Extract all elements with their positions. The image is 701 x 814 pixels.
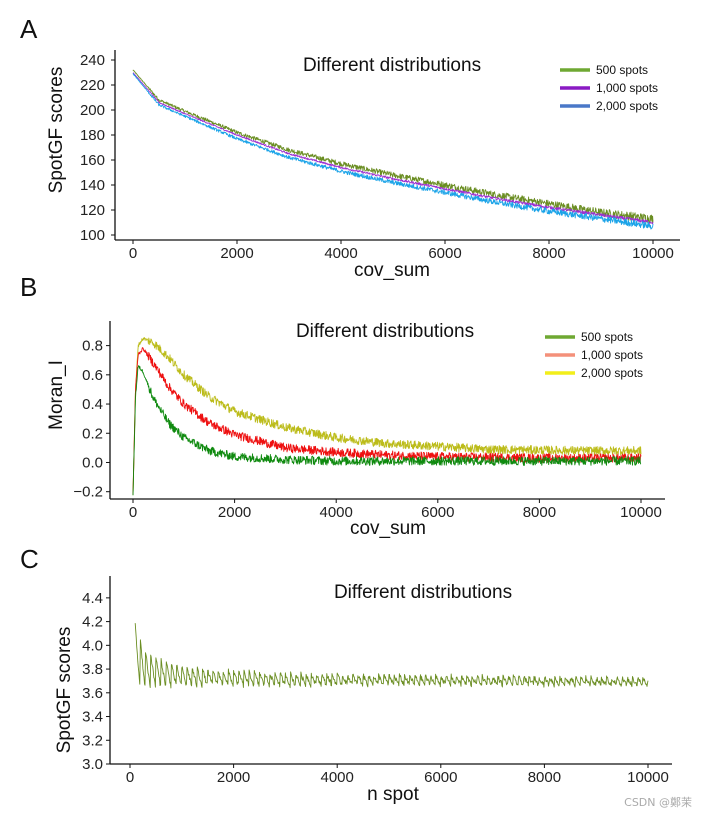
panel-a-y-tick-label: 180 <box>80 127 105 144</box>
panel-a-x-tick-label: 6000 <box>428 245 461 262</box>
panel-a-legend-label: 2,000 spots <box>596 99 658 113</box>
panel-a-legend-label: 1,000 spots <box>596 81 658 95</box>
panel-c-x-tick-label: 10000 <box>627 769 669 786</box>
panel-c-x-axis-label: n spot <box>367 784 419 805</box>
panel-b-series-1-000-spots-line <box>132 347 642 495</box>
panel-a-legend: 500 spots 1,000 spots 2,000 spots <box>560 63 658 113</box>
watermark-text: CSDN @鄭茉 <box>624 795 692 809</box>
panel-c-axes <box>109 576 672 765</box>
panel-a-x-tick-label: 0 <box>129 245 137 262</box>
panel-c-x-tick-label: 8000 <box>528 769 561 786</box>
panel-b-series-2-000-spots-line <box>132 337 642 496</box>
panel-a-series-layer <box>132 69 654 230</box>
panel-b-series-layer <box>132 337 642 496</box>
panel-c: C Different distributions SpotGF scores … <box>20 544 672 805</box>
panel-c-y-tick-label: 3.0 <box>82 756 103 773</box>
panel-b-y-tick-label: 0.0 <box>82 454 103 471</box>
panel-b-x-tick-label: 8000 <box>523 504 556 521</box>
panel-c-series-main-line <box>134 623 649 689</box>
panel-c-y-tick-label: 3.6 <box>82 685 103 702</box>
panel-a-x-tick-label: 10000 <box>632 245 674 262</box>
panel-b-y-axis-label: Moran_I <box>46 360 67 430</box>
panel-c-x-tick-label: 0 <box>126 769 134 786</box>
panel-letter-a: A <box>20 14 38 44</box>
panel-b-ticks: −0.2 0.0 0.2 0.4 0.6 0.8 0 2000 4000 6000 8000 1000… <box>73 338 661 521</box>
panel-b-y-tick-label: 0.2 <box>82 425 103 442</box>
panel-b-legend: 500 spots 1,000 spots 2,000 spots <box>545 330 643 380</box>
panel-a-ticks: 100 120 140 160 180 200 220 240 0 2000 4000 6000 800… <box>80 52 674 262</box>
panel-c-y-axis-label: SpotGF scores <box>54 627 75 754</box>
panel-a-title: Different distributions <box>303 55 481 76</box>
panel-a-y-tick-label: 140 <box>80 177 105 194</box>
panel-a-y-tick-label: 120 <box>80 202 105 219</box>
panel-b-x-tick-label: 4000 <box>320 504 353 521</box>
panel-a-y-tick-label: 220 <box>80 77 105 94</box>
panel-b-x-tick-label: 6000 <box>421 504 454 521</box>
panel-b-x-tick-label: 2000 <box>218 504 251 521</box>
panel-a-series-500-spots-line <box>132 69 654 224</box>
panel-c-y-tick-label: 3.2 <box>82 732 103 749</box>
panel-b-axes <box>109 321 665 500</box>
panel-c-y-tick-label: 4.2 <box>82 614 103 631</box>
panel-c-x-tick-label: 6000 <box>424 769 457 786</box>
panel-a-x-tick-label: 4000 <box>324 245 357 262</box>
panel-b-legend-label: 1,000 spots <box>581 348 643 362</box>
panel-b-y-tick-label: 0.6 <box>82 367 103 384</box>
panel-a-legend-label: 500 spots <box>596 63 648 77</box>
panel-letter-b: B <box>20 272 37 302</box>
panel-a-y-axis-label: SpotGF scores <box>46 67 67 194</box>
panel-a-y-tick-label: 240 <box>80 52 105 69</box>
panel-a-x-tick-label: 8000 <box>532 245 565 262</box>
panel-a-series-2-000-spots-line <box>132 73 654 230</box>
panel-b-legend-label: 500 spots <box>581 330 633 344</box>
panel-b-title: Different distributions <box>296 321 474 342</box>
panel-c-x-tick-label: 2000 <box>217 769 250 786</box>
panel-c-x-tick-label: 4000 <box>321 769 354 786</box>
panel-a-y-tick-label: 100 <box>80 227 105 244</box>
panel-a-y-tick-label: 200 <box>80 102 105 119</box>
panel-c-series-layer <box>134 623 649 689</box>
panel-c-y-tick-label: 3.8 <box>82 661 103 678</box>
panel-b-x-tick-label: 0 <box>129 504 137 521</box>
panel-a-series-1-000-spots-line <box>132 72 654 225</box>
panel-a-y-tick-label: 160 <box>80 152 105 169</box>
panel-b: B Different distributions Moran_I cov_su… <box>20 272 665 539</box>
panel-b-x-axis-label: cov_sum <box>350 518 426 539</box>
panel-a-axes <box>114 50 680 241</box>
panel-a: A Different distributions SpotGF scores … <box>20 14 680 281</box>
panel-b-y-tick-label: −0.2 <box>73 484 103 501</box>
panel-b-legend-label: 2,000 spots <box>581 366 643 380</box>
panel-b-series-500-spots-line <box>132 365 642 496</box>
panel-b-y-tick-label: 0.4 <box>82 396 103 413</box>
panel-a-x-axis-label: cov_sum <box>354 260 430 281</box>
panel-c-y-tick-label: 4.0 <box>82 637 103 654</box>
panel-letter-c: C <box>20 544 39 574</box>
panel-c-title: Different distributions <box>334 582 512 603</box>
panel-a-x-tick-label: 2000 <box>220 245 253 262</box>
panel-c-ticks: 3.0 3.2 3.4 3.6 3.8 4.0 4.2 4.4 0 2000 4000 6000 800… <box>82 590 669 786</box>
panel-b-y-tick-label: 0.8 <box>82 338 103 355</box>
panel-c-y-tick-label: 4.4 <box>82 590 103 607</box>
panel-c-y-tick-label: 3.4 <box>82 709 103 726</box>
panel-b-x-tick-label: 10000 <box>620 504 662 521</box>
